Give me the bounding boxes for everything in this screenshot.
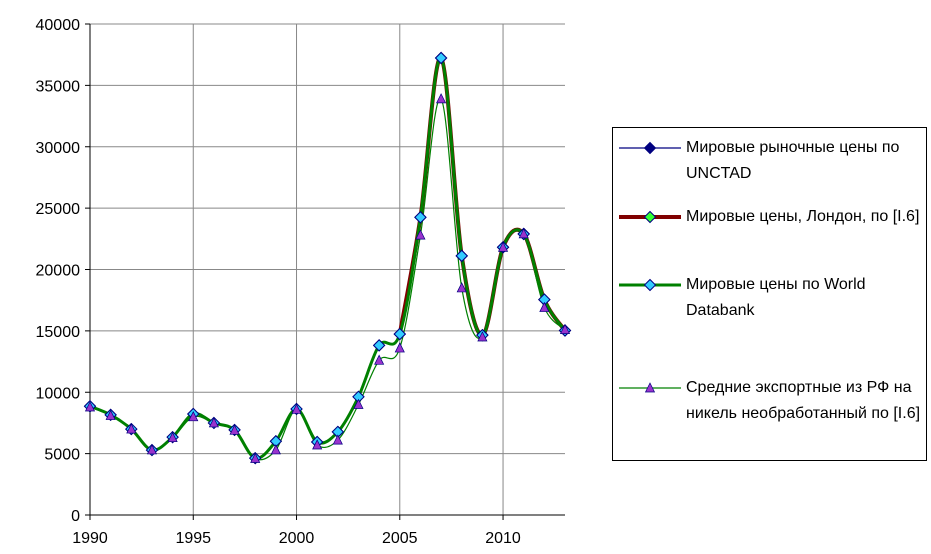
marker — [291, 403, 302, 414]
marker — [372, 339, 386, 352]
marker — [84, 401, 96, 412]
marker — [188, 411, 199, 422]
y-tick-label: 20000 — [36, 263, 81, 280]
marker — [455, 249, 468, 263]
marker — [518, 228, 529, 239]
marker — [393, 327, 406, 341]
y-tick-label: 15000 — [36, 324, 81, 341]
marker — [415, 229, 426, 240]
marker — [250, 452, 261, 463]
y-tick-label: 10000 — [36, 385, 81, 402]
marker — [229, 424, 240, 435]
marker — [270, 444, 281, 455]
x-tick-label: 1995 — [175, 530, 211, 547]
y-tick-label: 0 — [71, 508, 80, 525]
legend-label: Мировые цены по World Databank — [686, 276, 866, 319]
marker — [146, 444, 158, 455]
y-tick-label: 5000 — [44, 447, 80, 464]
marker — [643, 278, 657, 292]
x-tick-label: 2010 — [485, 530, 521, 547]
legend-label: Мировые цены, Лондон, по [I.6] — [686, 208, 920, 225]
y-tick-label: 25000 — [36, 201, 81, 218]
legend: Мировые рыночные цены по UNCTAD Мировые ц… — [612, 127, 927, 461]
legend-label: Средние экспортные из РФ на никель необр… — [686, 379, 921, 422]
marker — [456, 282, 467, 293]
y-tick-label: 40000 — [36, 17, 81, 34]
legend-label: Мировые рыночные цены по UNCTAD — [686, 139, 900, 182]
legend-swatch — [619, 210, 681, 224]
series-line — [89, 57, 566, 459]
marker — [644, 382, 656, 393]
marker — [539, 301, 550, 312]
marker — [126, 423, 137, 434]
legend-swatch — [619, 141, 681, 155]
x-tick-label: 2000 — [279, 530, 315, 547]
marker — [312, 439, 323, 450]
y-tick-label: 30000 — [36, 140, 81, 157]
marker — [105, 409, 116, 420]
marker — [332, 434, 343, 445]
marker — [436, 93, 447, 104]
marker — [643, 210, 657, 224]
marker — [497, 241, 509, 252]
marker — [167, 431, 178, 443]
y-tick-label: 35000 — [36, 78, 81, 95]
marker — [477, 331, 488, 342]
series-line — [89, 56, 567, 460]
x-tick-label: 1990 — [72, 530, 108, 547]
marker — [643, 141, 657, 155]
x-tick-label: 2005 — [382, 530, 418, 547]
marker — [559, 323, 571, 334]
marker — [414, 211, 427, 224]
marker — [394, 342, 405, 353]
marker — [374, 354, 385, 365]
marker — [208, 417, 219, 428]
marker — [353, 398, 364, 409]
series-line — [89, 98, 566, 461]
marker — [434, 51, 448, 65]
legend-swatch — [619, 278, 681, 292]
legend-swatch — [619, 382, 681, 393]
